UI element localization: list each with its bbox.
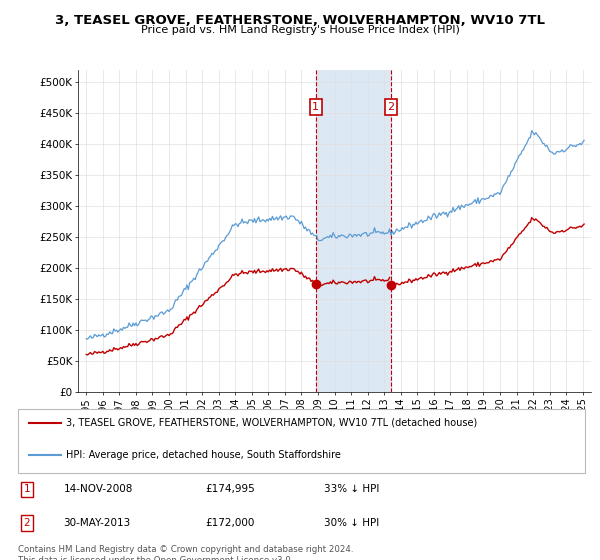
Text: Contains HM Land Registry data © Crown copyright and database right 2024.
This d: Contains HM Land Registry data © Crown c… [18, 545, 353, 560]
Text: 1: 1 [23, 484, 30, 494]
Text: 14-NOV-2008: 14-NOV-2008 [64, 484, 133, 494]
Text: 33% ↓ HPI: 33% ↓ HPI [324, 484, 380, 494]
Text: 3, TEASEL GROVE, FEATHERSTONE, WOLVERHAMPTON, WV10 7TL (detached house): 3, TEASEL GROVE, FEATHERSTONE, WOLVERHAM… [66, 418, 478, 428]
Text: HPI: Average price, detached house, South Staffordshire: HPI: Average price, detached house, Sout… [66, 450, 341, 460]
Text: £172,000: £172,000 [205, 518, 254, 528]
Text: 2: 2 [23, 518, 30, 528]
Text: 1: 1 [313, 102, 319, 112]
Bar [316, 70, 391, 392]
Text: 2: 2 [388, 102, 394, 112]
FancyBboxPatch shape [18, 409, 585, 473]
Text: Price paid vs. HM Land Registry's House Price Index (HPI): Price paid vs. HM Land Registry's House … [140, 25, 460, 35]
Text: 30-MAY-2013: 30-MAY-2013 [64, 518, 131, 528]
Text: £174,995: £174,995 [205, 484, 255, 494]
Text: 30% ↓ HPI: 30% ↓ HPI [324, 518, 379, 528]
Text: 3, TEASEL GROVE, FEATHERSTONE, WOLVERHAMPTON, WV10 7TL: 3, TEASEL GROVE, FEATHERSTONE, WOLVERHAM… [55, 14, 545, 27]
